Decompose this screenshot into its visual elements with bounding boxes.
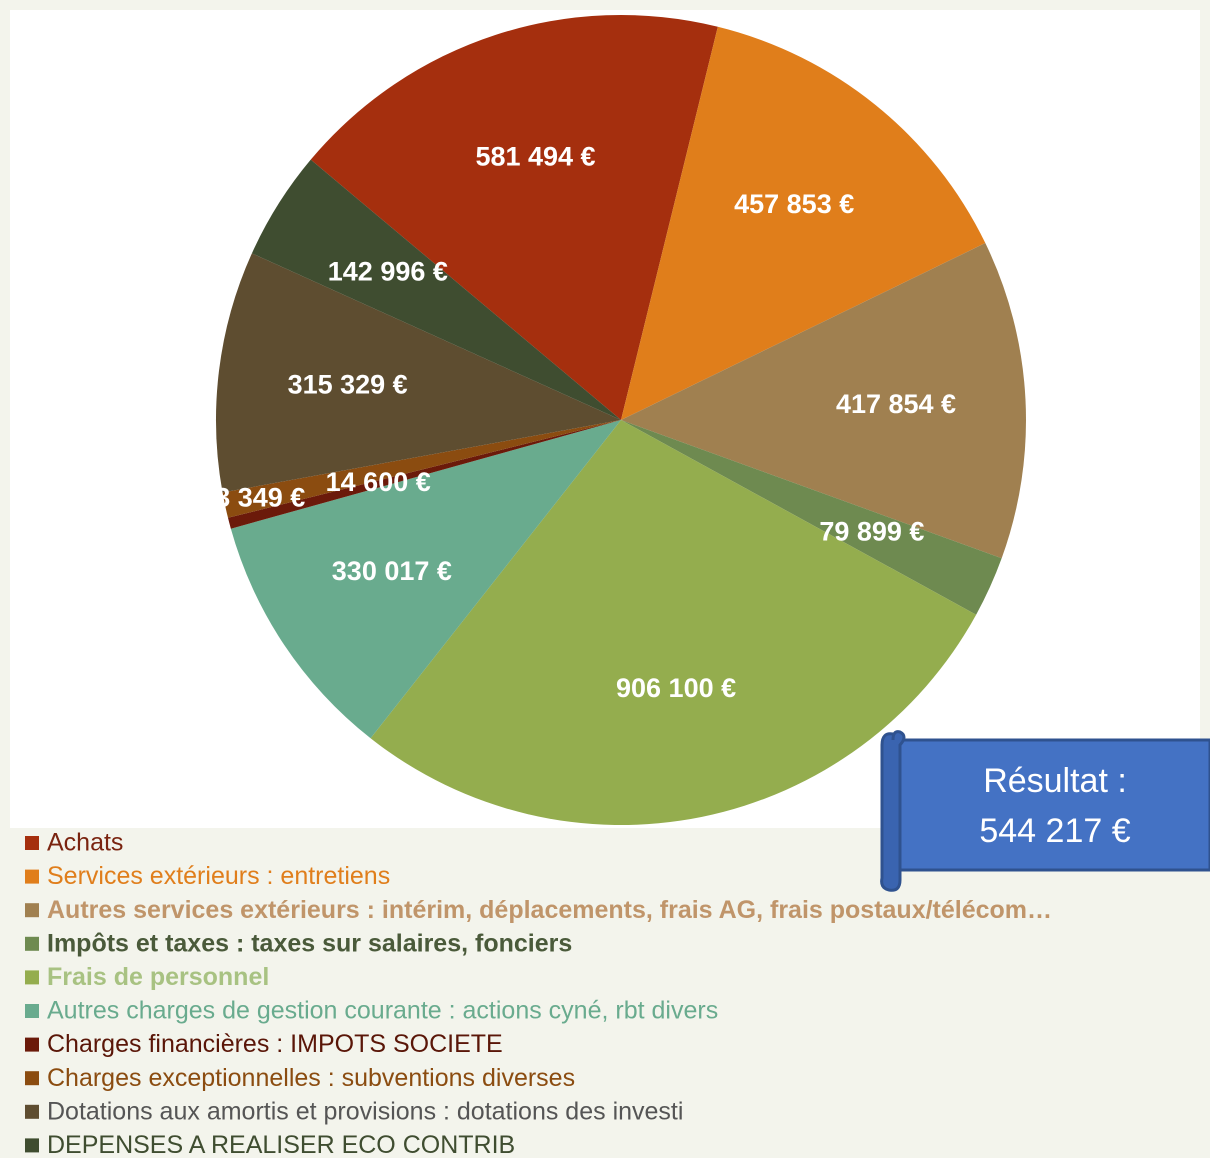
legend-swatch: [25, 903, 39, 918]
data-label: 14 600 €: [326, 467, 431, 497]
pie-slice: [621, 26, 986, 421]
legend-label: Frais de personnel: [47, 963, 269, 991]
legend-swatch: [25, 936, 39, 951]
legend-label: Achats: [47, 829, 123, 857]
legend-label: Charges financières : IMPOTS SOCIETE: [47, 1030, 503, 1058]
legend-label: Autres services extérieurs : intérim, dé…: [47, 896, 1052, 924]
pie-slice: [621, 243, 1026, 559]
result-banner: Résultat : 544 217 €: [880, 730, 1210, 892]
pie-slice: [621, 420, 1002, 615]
annotation: 544 217 €: [979, 812, 1130, 850]
legend-swatch: [25, 836, 39, 850]
legend-label: Charges exceptionnelles : subventions di…: [47, 1064, 575, 1092]
data-label: 330 017 €: [332, 556, 452, 586]
pie-slice: [230, 420, 622, 739]
legend-swatch: [25, 1037, 39, 1052]
banner-body: [891, 738, 1210, 872]
banner-scroll: [880, 730, 906, 892]
legend-swatch: [25, 1138, 39, 1153]
data-labels: 581 494 € 457 853 € 417 854 € 79 899 € 906 1…: [200, 141, 956, 703]
legend-swatch: [25, 1071, 39, 1086]
data-label: 581 494 €: [475, 141, 595, 171]
data-label: 79 899 €: [819, 517, 924, 547]
pie-slice: [227, 420, 622, 529]
data-label: 33 349 €: [200, 482, 305, 512]
data-label: 315 329 €: [288, 370, 408, 400]
legend-swatch: [25, 869, 39, 884]
legend-swatch: [25, 1004, 39, 1018]
data-label: 906 100 €: [616, 673, 736, 703]
legend-swatch: [25, 970, 39, 985]
data-label: 417 854 €: [836, 389, 956, 419]
data-label: 457 853 €: [734, 189, 854, 219]
legend-label: Dotations aux amortis et provisions : do…: [47, 1097, 683, 1125]
pie-slice: [310, 14, 718, 420]
legend-label: DEPENSES A REALISER ECO CONTRIB: [47, 1131, 515, 1158]
pie-slice: [251, 159, 621, 420]
data-label: 142 996 €: [328, 257, 448, 287]
legend-label: Impôts et taxes : taxes sur salaires, fo…: [47, 929, 572, 957]
pie-slice: [222, 420, 621, 518]
legend-swatch: [25, 1104, 39, 1119]
pie-slice: [370, 420, 977, 826]
pie: [215, 14, 1026, 826]
legend-label: Autres charges de gestion courante : act…: [47, 997, 718, 1025]
annotation: Résultat :: [983, 762, 1127, 800]
legend-label: Services extérieurs : entretiens: [47, 862, 390, 890]
pie-slice: [215, 253, 621, 493]
legend: Achats Services extérieurs : entretiens Au…: [25, 829, 1052, 1158]
